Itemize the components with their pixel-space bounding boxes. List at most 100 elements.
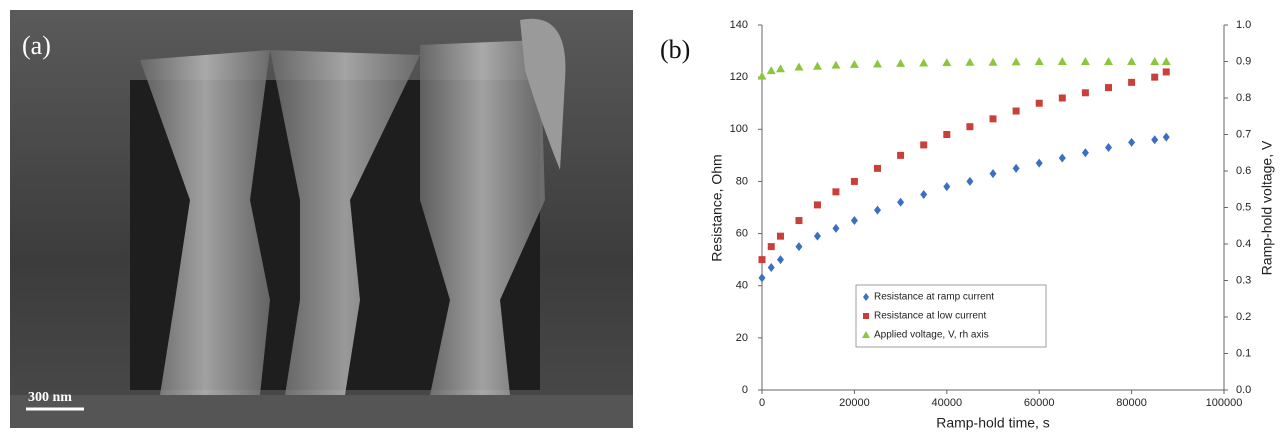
- marker: [897, 151, 905, 159]
- marker: [813, 231, 821, 241]
- y-axis-label: Resistance, Ohm: [709, 154, 725, 261]
- y-tick-label: 40: [736, 280, 748, 292]
- marker: [1161, 57, 1171, 65]
- marker: [943, 182, 951, 192]
- legend-box: [855, 284, 1047, 348]
- pillar: [140, 50, 270, 395]
- y2-tick-label: 0.8: [1236, 92, 1251, 104]
- marker: [966, 123, 974, 131]
- legend-label: Resistance at ramp current: [874, 292, 994, 303]
- marker: [1151, 135, 1159, 145]
- pillar: [270, 50, 420, 395]
- marker: [989, 115, 997, 123]
- marker: [1128, 137, 1136, 147]
- marker: [920, 189, 928, 199]
- y-tick-label: 100: [730, 123, 748, 135]
- marker: [966, 176, 974, 186]
- legend-label: Applied voltage, V, rh axis: [874, 330, 989, 341]
- marker: [1151, 73, 1159, 81]
- legend-label: Resistance at low current: [874, 311, 986, 322]
- marker: [758, 256, 766, 264]
- marker: [767, 262, 775, 272]
- marker: [1127, 57, 1137, 65]
- panel-label: (a): [22, 31, 51, 60]
- marker: [1057, 57, 1067, 65]
- marker: [1128, 78, 1136, 86]
- marker: [776, 255, 784, 265]
- marker: [1034, 57, 1044, 65]
- y2-tick-label: 1.0: [1236, 19, 1251, 31]
- scale-bar-label: 300 nm: [28, 390, 72, 405]
- marker: [794, 62, 804, 71]
- x-tick-label: 40000: [932, 397, 963, 409]
- y-tick-label: 60: [736, 227, 748, 239]
- marker: [1081, 148, 1089, 158]
- marker: [873, 59, 882, 68]
- y-tick-label: 80: [736, 175, 748, 187]
- marker: [795, 242, 803, 252]
- marker: [1162, 132, 1170, 142]
- marker: [850, 177, 858, 185]
- legend-marker: [863, 293, 869, 301]
- x-tick-label: 0: [759, 397, 765, 409]
- marker: [832, 223, 840, 233]
- substrate: [10, 395, 633, 428]
- marker: [831, 60, 841, 69]
- marker: [874, 205, 881, 215]
- marker: [1035, 99, 1043, 107]
- marker: [942, 58, 952, 67]
- marker: [849, 59, 859, 68]
- marker: [832, 188, 840, 196]
- marker: [1081, 89, 1089, 97]
- debris: [520, 18, 566, 170]
- legend-marker: [863, 313, 869, 319]
- x-tick-label: 80000: [1116, 397, 1147, 409]
- marker: [1105, 84, 1112, 92]
- marker: [989, 169, 997, 179]
- marker: [1080, 57, 1090, 65]
- marker: [767, 243, 775, 251]
- y2-tick-label: 0.5: [1236, 201, 1251, 213]
- marker: [896, 58, 906, 67]
- marker: [776, 232, 784, 240]
- marker: [757, 71, 767, 80]
- x-tick-label: 60000: [1024, 397, 1055, 409]
- marker: [1105, 143, 1112, 153]
- y-tick-label: 140: [730, 19, 748, 31]
- marker: [1150, 57, 1160, 65]
- marker: [775, 64, 785, 73]
- pillar: [420, 40, 545, 395]
- marker: [920, 141, 928, 149]
- marker: [1058, 94, 1066, 102]
- marker: [1104, 57, 1113, 65]
- x-tick-label: 100000: [1206, 397, 1243, 409]
- marker: [766, 66, 776, 75]
- marker: [850, 216, 858, 226]
- x-tick-label: 20000: [839, 397, 870, 409]
- marker: [1035, 158, 1043, 168]
- y2-axis-label: Ramp-hold voltage, V: [1259, 140, 1275, 275]
- y2-tick-label: 0.4: [1236, 238, 1251, 250]
- marker: [1011, 57, 1021, 66]
- marker: [988, 57, 998, 66]
- y2-tick-label: 0.1: [1236, 347, 1251, 359]
- y2-tick-label: 0.6: [1236, 165, 1251, 177]
- y-tick-label: 120: [730, 71, 748, 83]
- marker: [1012, 107, 1020, 115]
- y2-tick-label: 0.9: [1236, 55, 1251, 67]
- marker: [812, 61, 822, 70]
- marker: [758, 273, 766, 283]
- sem-image: (a) 300 nm: [10, 10, 633, 428]
- y-tick-label: 0: [742, 384, 748, 396]
- marker: [897, 197, 905, 207]
- panel-label: (b): [660, 35, 690, 64]
- marker: [813, 201, 821, 209]
- legend-marker: [862, 331, 870, 338]
- y2-tick-label: 0.2: [1236, 311, 1251, 323]
- y-tick-label: 20: [736, 332, 748, 344]
- marker: [874, 164, 881, 172]
- x-axis-label: Ramp-hold time, s: [936, 415, 1050, 430]
- y2-tick-label: 0.7: [1236, 128, 1251, 140]
- marker: [1058, 153, 1066, 163]
